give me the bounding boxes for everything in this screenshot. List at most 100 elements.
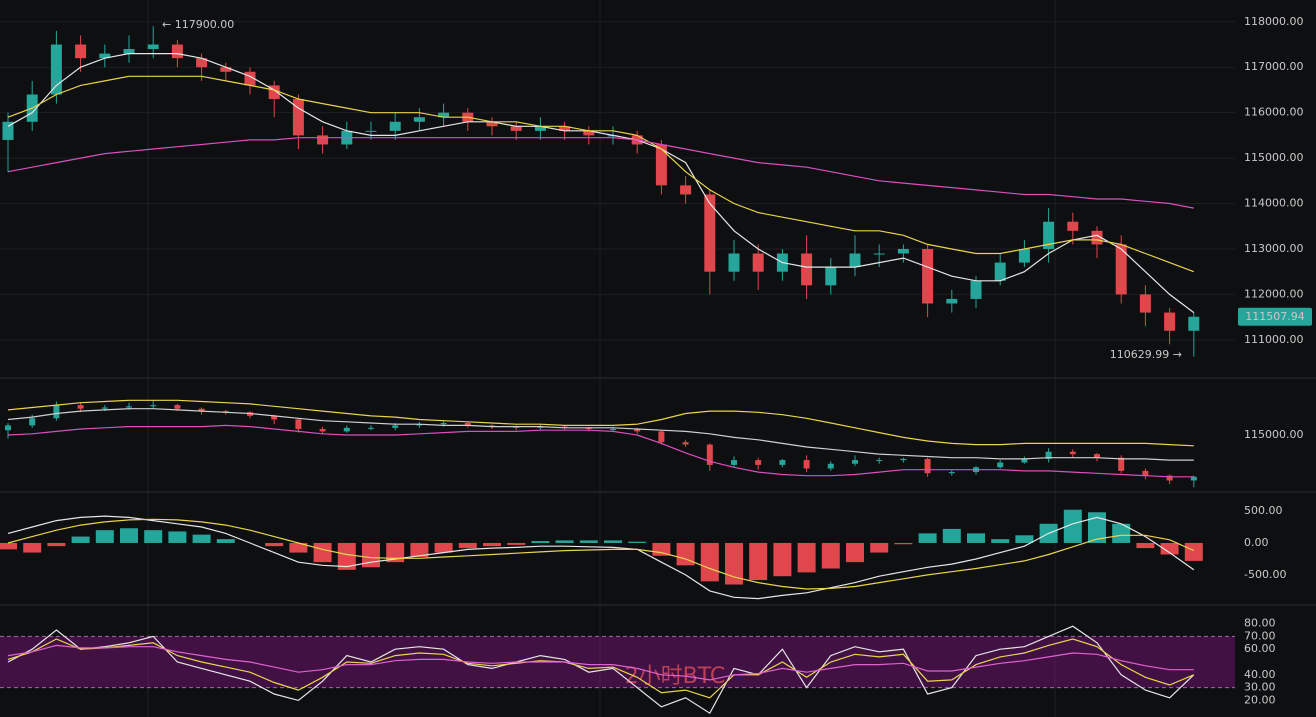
candle-body: [271, 415, 278, 420]
candle-body: [268, 85, 280, 100]
candle-body: [1091, 230, 1103, 245]
candle-body: [752, 253, 764, 272]
candle-body: [147, 44, 159, 50]
candle-body: [994, 262, 1006, 281]
candle-body: [825, 267, 837, 286]
macd-bar: [604, 540, 622, 543]
candle-body: [295, 419, 302, 430]
candle-body: [198, 408, 205, 412]
candle-body: [900, 458, 907, 461]
candle-body: [368, 427, 374, 429]
macd-bar: [386, 542, 405, 563]
candle-body: [876, 460, 883, 462]
y-tick-label: 114000.00: [1244, 197, 1304, 210]
candle-body: [537, 426, 544, 428]
macd-bar: [120, 528, 138, 543]
candle-body: [365, 130, 377, 132]
candle-body: [583, 130, 595, 136]
y-tick-label: 116000.00: [1244, 106, 1304, 119]
macd-bar: [1112, 523, 1131, 543]
candle-body: [317, 135, 329, 145]
line: [7, 75, 1195, 273]
macd-bar: [942, 528, 961, 543]
candle-body: [946, 298, 958, 304]
candle-body: [174, 405, 181, 409]
candle-body: [1164, 312, 1176, 331]
candle-body: [585, 427, 592, 430]
macd-bar: [168, 531, 187, 543]
y-tick-label: 117000.00: [1244, 60, 1304, 73]
candle-body: [704, 194, 716, 272]
candle-body: [510, 126, 522, 131]
y-tick-label: 115000.00: [1244, 151, 1304, 164]
candle-body: [779, 460, 786, 465]
candle-body: [5, 425, 11, 431]
candle-body: [1190, 476, 1197, 481]
candle-body: [873, 253, 885, 255]
candle-body: [464, 423, 471, 426]
candle-body: [755, 460, 762, 465]
macd-bar: [555, 540, 574, 543]
candle-body: [220, 67, 232, 72]
macd-bar: [144, 530, 163, 543]
candle-body: [827, 463, 834, 469]
macd-bar: [483, 542, 501, 547]
macd-bar: [337, 542, 356, 570]
macd-bar: [434, 542, 453, 553]
y-tick-label: 40.00: [1244, 668, 1276, 681]
macd-bar: [1136, 542, 1155, 549]
candle-body: [970, 280, 982, 299]
macd-bar: [313, 542, 332, 563]
candle-body: [997, 462, 1004, 468]
macd-bar: [265, 542, 284, 547]
candle-body: [803, 460, 810, 469]
line: [7, 515, 1195, 600]
line: [7, 638, 1195, 699]
candle-body: [75, 44, 87, 59]
y-tick-label: 112000.00: [1244, 287, 1304, 300]
y-tick-label: 115000.00: [1244, 428, 1304, 441]
macd-bar: [725, 542, 743, 585]
line: [7, 53, 1195, 314]
candle-body: [559, 126, 571, 131]
candle-body: [292, 99, 304, 136]
macd-bar: [870, 542, 889, 553]
candle-body: [924, 458, 931, 474]
candle-body: [413, 117, 425, 122]
macd-bar: [192, 534, 211, 543]
candle-body: [440, 423, 447, 425]
macd-bar: [821, 542, 840, 569]
candle-body: [680, 185, 692, 195]
line: [7, 137, 1194, 209]
candle-body: [389, 121, 401, 131]
line: [7, 518, 1195, 590]
candle-body: [53, 405, 60, 419]
macd-bar: [797, 542, 816, 573]
candle-body: [1118, 457, 1125, 471]
candle-body: [416, 424, 423, 426]
candle-body: [2, 121, 14, 140]
y-tick-label: 500.00: [1244, 504, 1283, 517]
macd-bar: [1184, 542, 1203, 561]
y-tick-label: -500.00: [1244, 568, 1286, 581]
candle-body: [126, 406, 132, 408]
macd-bar: [507, 542, 526, 545]
candle-body: [1067, 221, 1079, 231]
macd-bar: [700, 542, 719, 582]
candle-body: [534, 126, 546, 131]
candle-body: [658, 431, 665, 443]
candle-body: [1139, 294, 1151, 313]
macd-bar: [749, 542, 768, 581]
candle-body: [29, 418, 36, 426]
candle-body: [123, 49, 135, 54]
candle-body: [1045, 451, 1052, 459]
macd-bar: [991, 539, 1010, 543]
candle-body: [438, 112, 450, 118]
low-annotation: 110629.99 →: [1110, 348, 1182, 361]
macd-bar: [0, 542, 17, 550]
y-tick-label: 60.00: [1244, 642, 1276, 655]
y-tick-label: 30.00: [1244, 681, 1276, 694]
high-annotation: ← 117900.00: [162, 18, 234, 31]
